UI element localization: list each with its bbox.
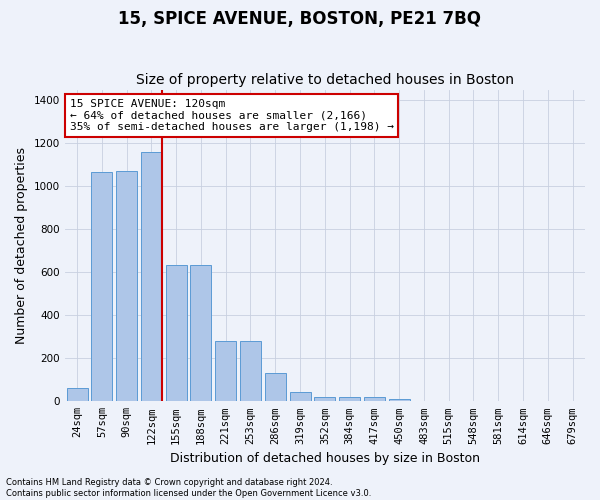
Bar — [166, 265, 187, 402]
Bar — [314, 397, 335, 402]
Bar — [290, 392, 311, 402]
Bar — [240, 341, 261, 402]
Y-axis label: Number of detached properties: Number of detached properties — [15, 147, 28, 344]
Bar — [364, 397, 385, 402]
Bar — [67, 388, 88, 402]
Bar — [116, 172, 137, 402]
Text: Contains HM Land Registry data © Crown copyright and database right 2024.
Contai: Contains HM Land Registry data © Crown c… — [6, 478, 371, 498]
Bar — [215, 341, 236, 402]
Bar — [339, 397, 360, 402]
Bar — [190, 265, 211, 402]
Text: 15 SPICE AVENUE: 120sqm
← 64% of detached houses are smaller (2,166)
35% of semi: 15 SPICE AVENUE: 120sqm ← 64% of detache… — [70, 99, 394, 132]
Bar — [389, 399, 410, 402]
X-axis label: Distribution of detached houses by size in Boston: Distribution of detached houses by size … — [170, 452, 480, 465]
Bar — [141, 152, 162, 402]
Text: 15, SPICE AVENUE, BOSTON, PE21 7BQ: 15, SPICE AVENUE, BOSTON, PE21 7BQ — [119, 10, 482, 28]
Bar — [265, 374, 286, 402]
Bar — [91, 172, 112, 402]
Title: Size of property relative to detached houses in Boston: Size of property relative to detached ho… — [136, 73, 514, 87]
